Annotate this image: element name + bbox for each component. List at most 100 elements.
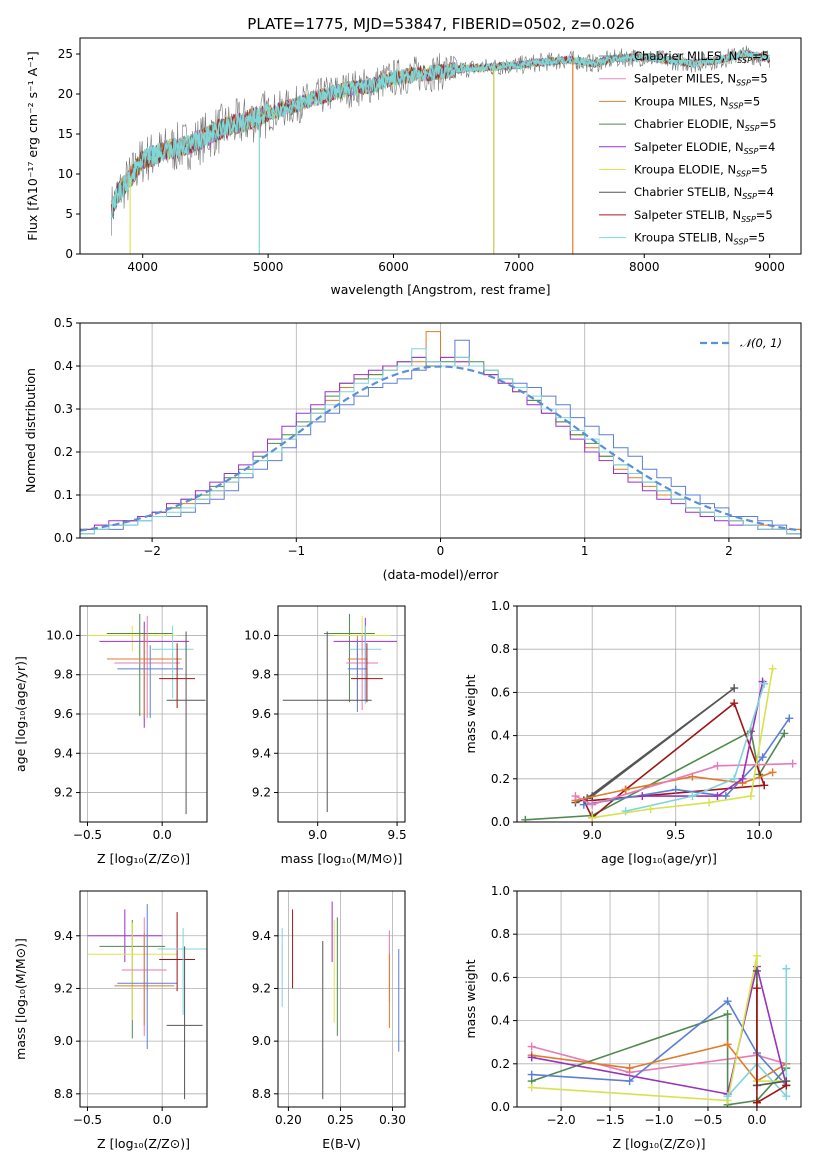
x-axis-label: wavelength [Angstrom, rest frame] (330, 282, 550, 297)
x-tick-label: 8000 (629, 260, 660, 274)
x-tick-label: −2 (143, 544, 161, 558)
x-tick-label: 9.0 (583, 828, 602, 842)
weight-marker (588, 813, 597, 822)
legend-label: Kroupa ELODIE, NSSP=5 (634, 163, 768, 179)
x-tick-label: 0.30 (379, 1113, 406, 1127)
y-tick-label: 9.2 (252, 786, 271, 800)
y-tick-label: 0.8 (491, 927, 510, 941)
y-tick-label: 20 (58, 87, 73, 101)
x-axis-label: Z [log₁₀(Z/Z⊙)] (97, 851, 190, 866)
axes-frame (79, 890, 208, 1108)
x-axis-label: mass [log₁₀(M/M⊙)] (281, 851, 403, 866)
y-tick-label: 1.0 (491, 599, 510, 613)
x-tick-label: 6000 (378, 260, 409, 274)
x-tick-label: 0.20 (275, 1113, 302, 1127)
x-axis-label: age [log₁₀(age/yr)] (601, 851, 717, 866)
weight-marker (782, 964, 791, 973)
weight-marker (788, 759, 797, 768)
x-tick-label: 0 (437, 544, 445, 558)
weight-line (531, 1045, 787, 1074)
axes-frame (79, 37, 802, 255)
y-tick-label: 9.2 (54, 786, 73, 800)
x-tick-label: 9.5 (388, 828, 407, 842)
plot-area (282, 613, 398, 813)
y-tick-label: 8.8 (54, 1087, 73, 1101)
legend-label: Chabrier STELIB, NSSP=4 (634, 185, 774, 201)
weight-marker (579, 800, 588, 809)
y-tick-label: 9.6 (252, 707, 271, 721)
legend-label: Salpeter ELODIE, NSSP=4 (634, 140, 775, 156)
weight-line (575, 762, 793, 806)
legend-label: Kroupa MILES, NSSP=5 (634, 94, 760, 110)
y-tick-label: 9.0 (54, 1034, 73, 1048)
weight-marker (721, 792, 730, 801)
plot-area (527, 951, 791, 1107)
spectrum-legend: Chabrier MILES, NSSP=5 Salpeter MILES, NS… (599, 49, 776, 247)
weight-marker (646, 805, 655, 814)
x-axis-label: Z [log₁₀(Z/Z⊙)] (97, 1136, 190, 1151)
y-tick-label: 25 (58, 47, 73, 61)
y-axis-label: mass [log₁₀(M/M⊙)] (13, 938, 28, 1060)
x-tick-label: −0.5 (73, 828, 102, 842)
weight-marker (768, 664, 777, 673)
weight-marker (752, 984, 761, 993)
x-tick-label: −1.5 (595, 1113, 624, 1127)
plot-area (87, 904, 207, 1100)
weight-marker (571, 792, 580, 801)
legend-label: 𝒩(0, 1) (740, 336, 782, 350)
weight-marker (780, 729, 789, 738)
weight-marker (527, 1083, 536, 1092)
y-tick-label: 0.6 (491, 685, 510, 699)
weight-marker (688, 792, 697, 801)
mass-vs-metallicity-plot: −0.5 0.0 8.8 9.0 9.2 9.4 Z [log₁₀(Z/Z⊙)] mass [… (13, 890, 208, 1151)
weight-marker (527, 1053, 536, 1062)
weight-vs-age-plot: 9.0 9.5 10.0 0.0 0.2 0.4 0.6 0.8 1.0 age [log₁₀(a… (463, 599, 802, 866)
weight-marker (730, 774, 739, 783)
legend-label: Chabrier MILES, NSSP=5 (634, 49, 769, 65)
weight-marker (752, 951, 761, 960)
mass-vs-ebv-plot: 0.20 0.25 0.30 8.8 9.0 9.2 9.4 E(B-V) (252, 890, 406, 1151)
weight-marker (768, 768, 777, 777)
x-tick-label: 7000 (504, 260, 535, 274)
x-tick-label: 9.0 (308, 828, 327, 842)
legend-label: Salpeter STELIB, NSSP=5 (634, 208, 773, 224)
y-tick-label: 9.4 (54, 929, 73, 943)
y-tick-label: 9.6 (54, 707, 73, 721)
y-tick-label: 0.4 (491, 729, 510, 743)
y-tick-label: 9.8 (252, 668, 271, 682)
weight-marker (671, 785, 680, 794)
normal-curve (80, 365, 801, 532)
x-axis-label: (data-model)/error (383, 567, 500, 582)
y-tick-label: 0.2 (54, 445, 73, 459)
x-tick-label: 2 (725, 544, 733, 558)
x-tick-label: 0.0 (747, 1113, 766, 1127)
weight-marker (752, 966, 761, 975)
y-tick-label: 9.4 (252, 929, 271, 943)
y-tick-label: 9.8 (54, 668, 73, 682)
weight-marker (723, 1040, 732, 1049)
plot-area (87, 613, 206, 815)
y-tick-label: 9.2 (252, 981, 271, 995)
x-tick-label: −1.0 (644, 1113, 673, 1127)
y-tick-label: 10.0 (244, 628, 271, 642)
y-tick-label: 9.4 (252, 746, 271, 760)
weight-marker (625, 1064, 634, 1073)
age-vs-mass-plot: 9.0 9.5 9.2 9.4 9.6 9.8 10.0 mass [log₁₀(M/M⊙)] (244, 605, 407, 866)
plot-area (281, 901, 400, 1100)
axes-frame (277, 605, 406, 823)
weight-marker (746, 792, 755, 801)
weight-marker (588, 800, 597, 809)
y-tick-label: 9.4 (54, 746, 73, 760)
weight-marker (752, 1098, 761, 1107)
figure-title: PLATE=1775, MJD=53847, FIBERID=0502, z=0… (247, 15, 634, 33)
legend-label: Chabrier ELODIE, NSSP=5 (634, 117, 776, 133)
y-tick-label: 10 (58, 167, 73, 181)
x-tick-label: 4000 (127, 260, 158, 274)
weight-marker (621, 807, 630, 816)
y-tick-label: 0.0 (491, 1100, 510, 1114)
y-tick-label: 1.0 (491, 884, 510, 898)
weight-vs-metallicity-plot: −2.0 −1.5 −1.0 −0.5 0.0 0.0 0.2 0.4 0.6 0.8 1.0 Z [… (463, 884, 802, 1151)
y-tick-label: 0 (65, 247, 73, 261)
y-tick-label: 8.8 (252, 1087, 271, 1101)
y-tick-label: 0.0 (491, 815, 510, 829)
